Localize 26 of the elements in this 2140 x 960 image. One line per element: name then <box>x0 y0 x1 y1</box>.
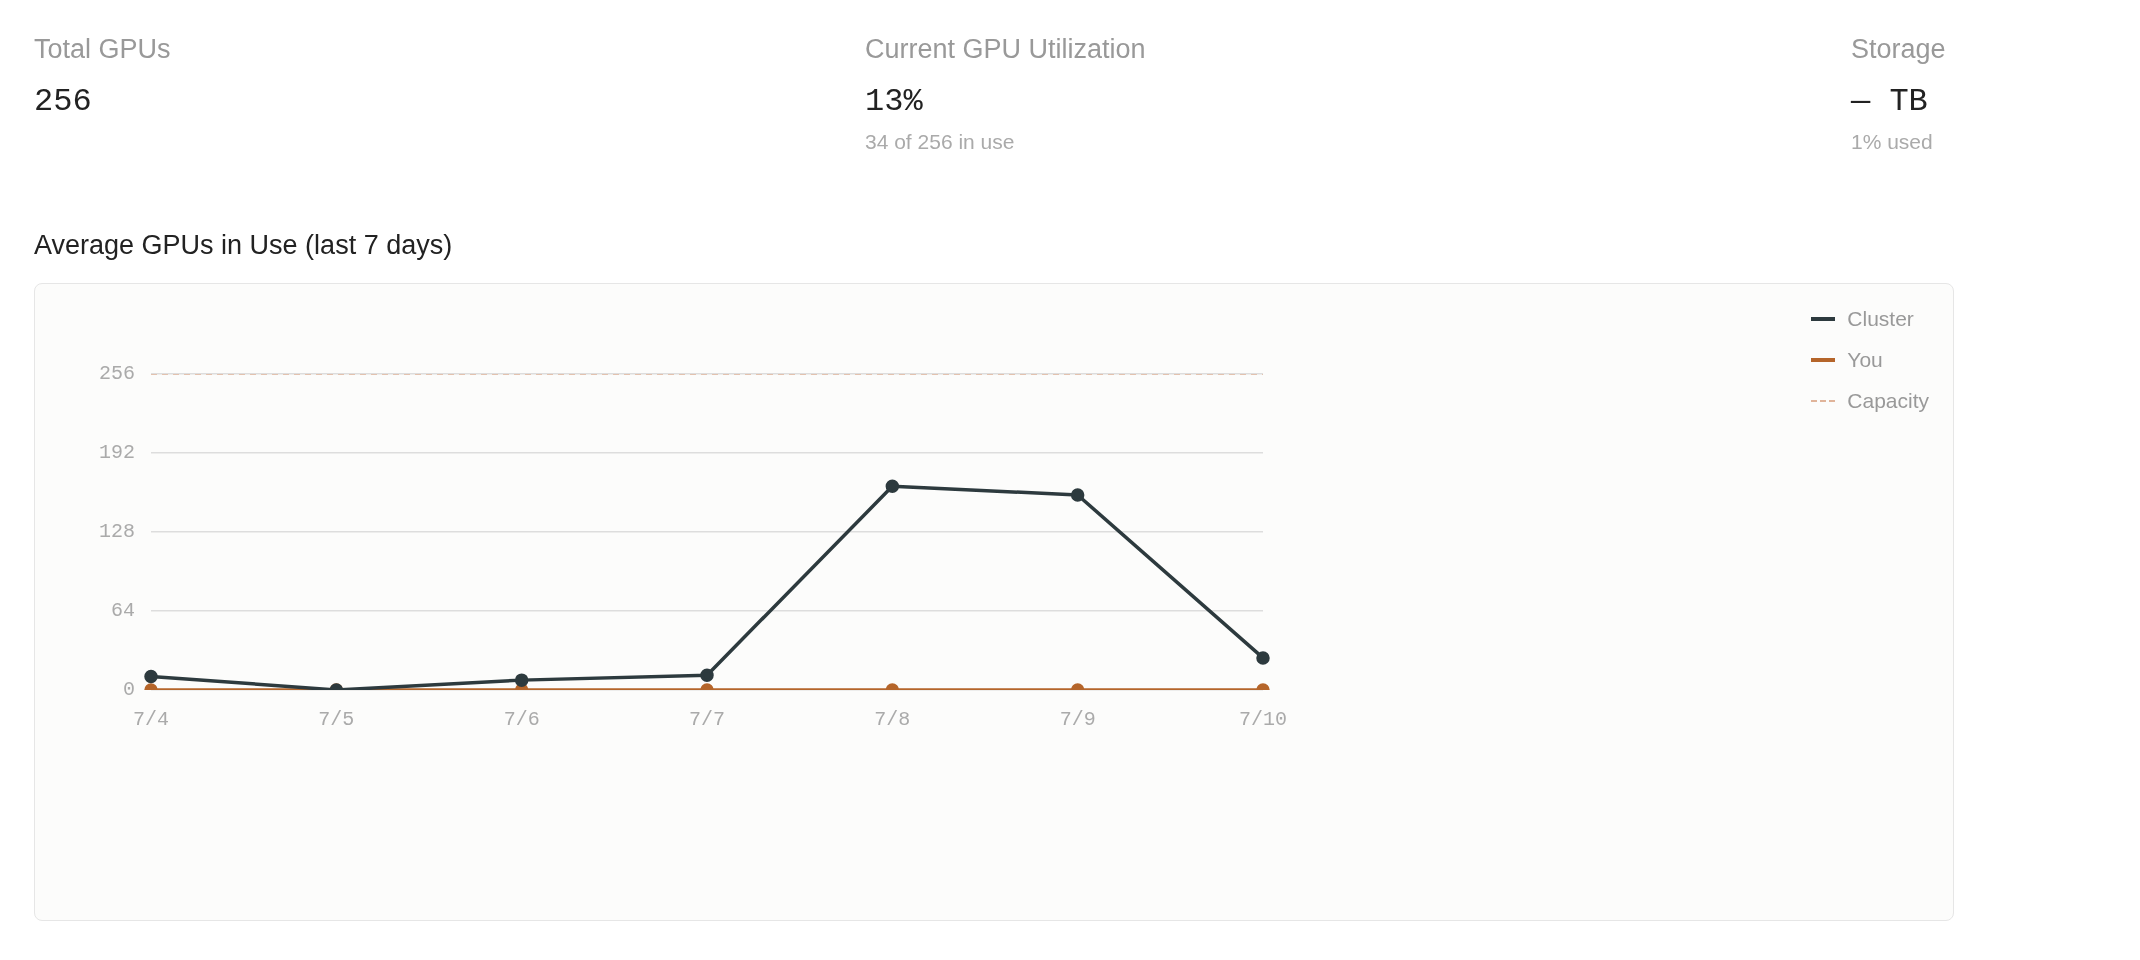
point <box>885 479 900 494</box>
text: 256 <box>34 83 93 120</box>
legend-label: You <box>1847 347 1883 372</box>
x-tick-label: 7/8 <box>874 708 911 732</box>
text: Current GPU Utilization <box>865 34 1146 65</box>
text: — TB <box>1851 83 1929 120</box>
x-tick-label: 7/4 <box>133 708 170 732</box>
x-tick-label: 7/6 <box>503 708 540 732</box>
text: Storage <box>1851 34 1946 65</box>
text: 1% used <box>1851 130 1934 154</box>
legend-label: Cluster <box>1847 306 1914 331</box>
point <box>1070 488 1085 502</box>
x-tick-label: 7/9 <box>1059 708 1096 732</box>
y-tick-label: 256 <box>98 362 136 386</box>
x-tick-label: 7/10 <box>1238 708 1287 732</box>
text: 34 of 256 in use <box>865 130 1016 154</box>
y-tick-label: 0 <box>122 678 136 702</box>
legend-label: Capacity <box>1847 388 1929 413</box>
y-tick-label: 192 <box>98 441 136 465</box>
y-tick-label: 128 <box>98 520 136 544</box>
x-tick-label: 7/7 <box>688 708 726 732</box>
text: 13% <box>865 83 924 120</box>
x-tick-label: 7/5 <box>318 708 355 732</box>
y-tick-label: 64 <box>110 599 136 623</box>
text: Total GPUs <box>34 34 171 65</box>
chart-title: Average GPUs in Use (last 7 days) <box>34 230 454 261</box>
